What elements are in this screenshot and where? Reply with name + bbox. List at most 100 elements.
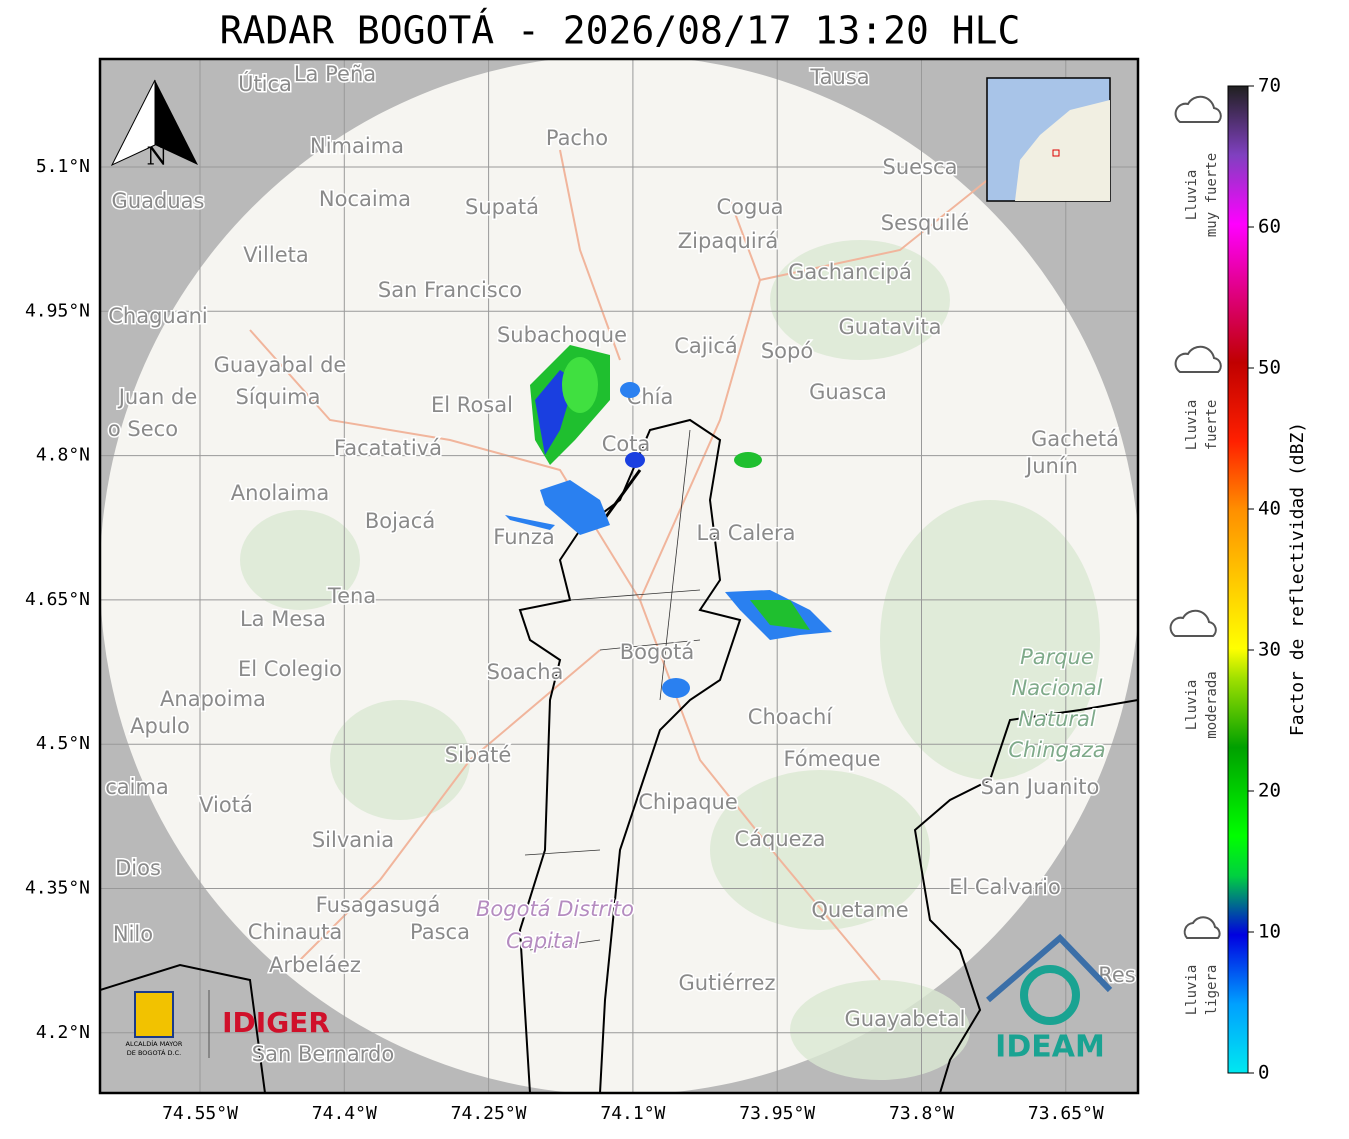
colorbar-tick-label: 60: [1258, 216, 1281, 238]
title: RADAR BOGOTÁ - 2026/08/17 13:20 HLC: [220, 9, 1021, 53]
place-label: Gachancipá: [788, 260, 912, 284]
place-label: Dios: [115, 856, 161, 880]
place-label: La Calera: [696, 521, 795, 545]
place-label: Facatativá: [334, 436, 442, 460]
place-label: Guasca: [809, 380, 887, 404]
lat-tick-label: 5.1°N: [36, 156, 90, 177]
inset-marker: [1052, 149, 1060, 157]
place-label: El Calvario: [949, 875, 1061, 899]
place-label: Anolaima: [231, 481, 329, 505]
place-label: o Seco: [108, 417, 178, 441]
place-label: Pasca: [410, 920, 470, 944]
place-label: Tausa: [809, 65, 869, 89]
park-label: Chingaza: [1008, 738, 1105, 762]
place-label: caima: [105, 775, 169, 799]
place-label: Bogotá: [620, 640, 695, 664]
place-label: Subachoque: [497, 323, 627, 347]
rain-level-label: ligera: [1204, 965, 1220, 1016]
colorbar-tick-label: 0: [1258, 1062, 1269, 1084]
colorbar-tick-label: 10: [1258, 921, 1281, 943]
place-label: Chaguani: [108, 304, 208, 328]
alcaldia-shield: [134, 991, 174, 1038]
lat-tick-label: 4.35°N: [25, 878, 90, 899]
place-label: El Rosal: [431, 393, 513, 417]
place-label: Nilo: [113, 922, 153, 946]
lat-tick-label: 4.8°N: [36, 445, 90, 466]
compass-label: N: [147, 143, 168, 171]
rain-level-label: fuerte: [1204, 400, 1220, 451]
place-label: Bojacá: [365, 509, 435, 533]
place-label: Supatá: [465, 195, 539, 219]
lon-tick-label: 73.8°W: [889, 1103, 954, 1124]
place-label: Chinauta: [248, 920, 342, 944]
rain-level-label: Lluvia: [1184, 680, 1200, 731]
place-label: Guatavita: [839, 315, 942, 339]
place-label: Nimaima: [310, 134, 404, 158]
district-label: Capital: [506, 929, 580, 953]
lat-tick-label: 4.65°N: [25, 589, 90, 610]
place-label: Junín: [1024, 454, 1078, 478]
place-label: Choachí: [748, 705, 834, 729]
place-label: La Mesa: [240, 607, 326, 631]
place-label: Villeta: [243, 243, 308, 267]
place-label: Cajicá: [674, 334, 738, 358]
grid: [100, 59, 1138, 1093]
ideam-logo: IDEAM: [995, 1030, 1105, 1065]
place-labels: Útica La Peña Tausa Pacho Nimaima Guaduas Noca…: [104, 61, 1138, 1068]
place-label: La Peña: [294, 62, 376, 86]
place-label: Sopó: [761, 339, 813, 363]
lon-tick-label: 73.65°W: [1028, 1103, 1104, 1124]
rain-level-label: moderada: [1204, 671, 1220, 738]
lon-tick-label: 74.1°W: [600, 1103, 665, 1124]
place-label: Anapoima: [160, 687, 266, 711]
place-label: Sesquilé: [881, 211, 969, 235]
colorbar-tick-label: 20: [1258, 780, 1281, 802]
place-label: Guaduas: [112, 189, 205, 213]
rain-level-label: Lluvia: [1184, 170, 1200, 221]
lon-tick-label: 74.4°W: [312, 1103, 377, 1124]
lat-tick-label: 4.5°N: [36, 733, 90, 754]
place-label: San Francisco: [378, 278, 522, 302]
ideam-swirl: [1020, 965, 1080, 1025]
place-label: Chipaque: [638, 790, 738, 814]
park-label: Nacional: [1012, 676, 1103, 700]
terrain: [240, 240, 1100, 1080]
rain-level-label: Lluvia: [1184, 400, 1200, 451]
idiger-logo: IDIGER: [222, 1006, 330, 1039]
park-label: Parque: [1020, 645, 1094, 669]
lat-tick-label: 4.2°N: [36, 1022, 90, 1043]
place-label: Silvania: [312, 828, 394, 852]
rain-level-label: muy fuerte: [1204, 153, 1220, 237]
radar-echoes: [505, 345, 832, 698]
map-frame: [98, 57, 1140, 1095]
place-label: San Juanito: [981, 775, 1100, 799]
place-label: San Bernardo: [252, 1042, 394, 1066]
colorbar-label: Factor de reflectividad (dBZ): [1287, 422, 1308, 736]
rain-level-label: Lluvia: [1184, 965, 1200, 1016]
place-label: Juan de: [117, 385, 198, 409]
localities: [524, 429, 701, 951]
place-label: Zipaquirá: [678, 229, 778, 253]
place-label: Arbeláez: [269, 953, 361, 977]
district-label: Bogotá Distrito: [476, 897, 634, 921]
place-label: El Colegio: [238, 657, 342, 681]
alcaldia-line: ALCALDÍA MAYOR: [126, 1039, 183, 1048]
place-label: Sibaté: [445, 743, 512, 767]
place-label: Nocaima: [319, 187, 411, 211]
place-label: Tena: [327, 584, 376, 608]
colorbar: [1227, 85, 1249, 1074]
lon-tick-label: 73.95°W: [739, 1103, 815, 1124]
ideam-roof: [986, 933, 1113, 1003]
park-label: Natural: [1018, 707, 1096, 731]
inset-land: [1015, 100, 1110, 201]
place-label: Cota: [602, 432, 651, 456]
place-label: Fusagasugá: [316, 893, 441, 917]
rain-icons: [1169, 95, 1222, 939]
place-label: Cogua: [716, 195, 783, 219]
boundaries: [100, 418, 1138, 1093]
colorbar-tick-label: 70: [1258, 75, 1281, 97]
compass-right: [155, 80, 198, 165]
place-label: Fómeque: [783, 747, 880, 771]
alcaldia-line: DE BOGOTÁ D.C.: [127, 1048, 181, 1057]
